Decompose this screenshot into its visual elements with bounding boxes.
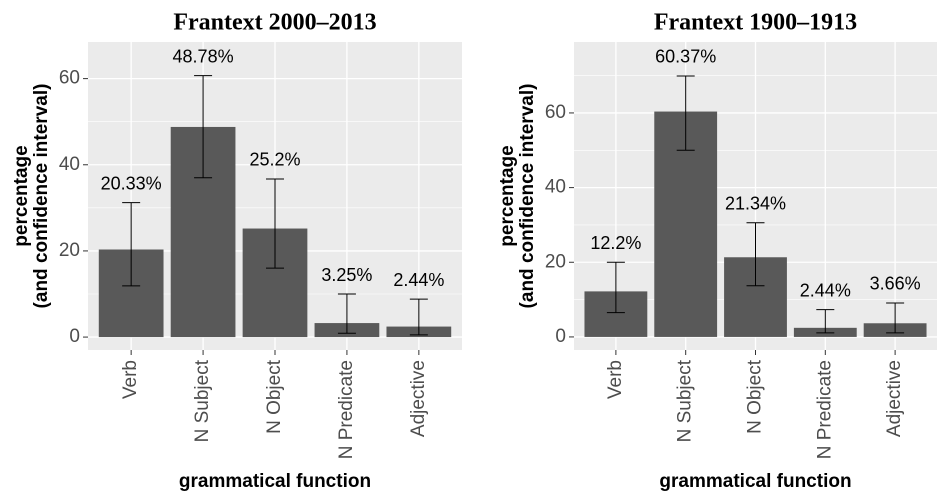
x-tick-label: N Predicate bbox=[336, 360, 357, 459]
x-tick-label: Verb bbox=[605, 360, 626, 399]
x-tick-label: N Object bbox=[745, 359, 766, 434]
value-label: 2.44% bbox=[393, 270, 444, 290]
x-axis-title: grammatical function bbox=[659, 471, 851, 492]
y-tick-label: 40 bbox=[545, 177, 566, 198]
y-axis-title: percentage bbox=[11, 145, 32, 246]
y-tick-label: 60 bbox=[545, 102, 566, 123]
x-tick-label: N Object bbox=[264, 359, 285, 434]
y-tick-label: 0 bbox=[69, 326, 80, 347]
value-label: 48.78% bbox=[173, 46, 234, 66]
y-axis-title: (and confidence interval) bbox=[31, 84, 52, 309]
y-tick-label: 60 bbox=[59, 68, 80, 89]
value-label: 2.44% bbox=[800, 280, 851, 300]
value-label: 20.33% bbox=[101, 173, 162, 193]
x-tick-label: N Predicate bbox=[814, 360, 835, 459]
y-axis-title: percentage bbox=[497, 145, 518, 246]
chart-title: Frantext 1900–1913 bbox=[654, 10, 857, 36]
y-axis-title: (and confidence interval) bbox=[517, 84, 538, 309]
value-label: 25.2% bbox=[249, 150, 300, 170]
value-label: 3.25% bbox=[321, 265, 372, 285]
y-tick-label: 20 bbox=[545, 251, 566, 272]
x-tick-label: N Subject bbox=[192, 359, 213, 442]
y-tick-label: 0 bbox=[555, 326, 566, 347]
value-label: 3.66% bbox=[870, 274, 921, 294]
value-label: 12.2% bbox=[590, 233, 641, 253]
value-label: 60.37% bbox=[655, 47, 716, 67]
x-tick-label: N Subject bbox=[675, 359, 696, 442]
x-tick-label: Adjective bbox=[884, 360, 905, 437]
y-tick-label: 40 bbox=[59, 154, 80, 175]
x-axis-title: grammatical function bbox=[179, 471, 371, 492]
value-label: 21.34% bbox=[725, 193, 786, 213]
x-tick-label: Verb bbox=[120, 360, 141, 399]
y-tick-label: 20 bbox=[59, 240, 80, 261]
chart-title: Frantext 2000–2013 bbox=[173, 10, 376, 36]
x-tick-label: Adjective bbox=[408, 360, 429, 437]
